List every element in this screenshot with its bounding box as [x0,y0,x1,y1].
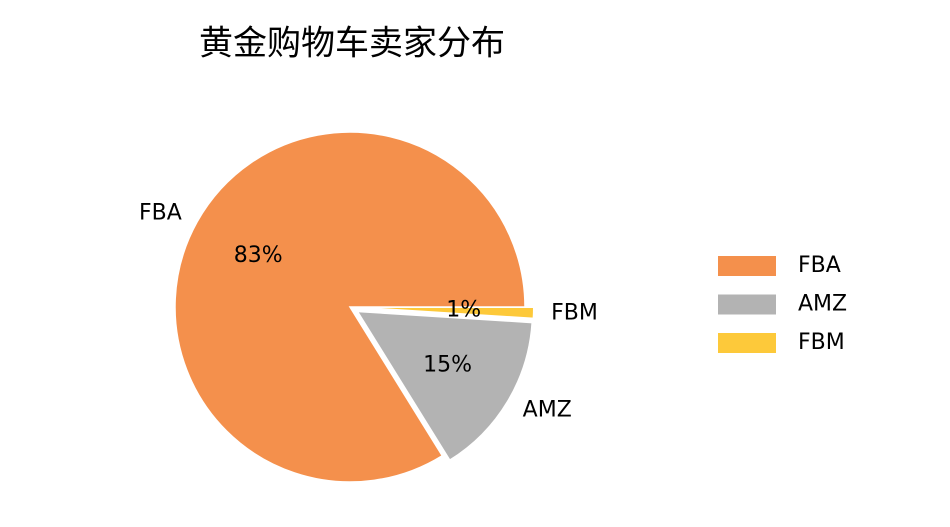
percent-label: 1% [446,298,481,323]
pie-wedge [174,131,526,483]
percent-label: 15% [423,352,472,377]
legend-label: AMZ [798,292,847,317]
legend-label: FBM [798,330,845,355]
legend-swatch [718,294,776,315]
legend-swatch [718,256,776,276]
pie-wedge [356,310,533,462]
legend-label: FBA [798,253,841,278]
pie-wedge [358,306,535,320]
category-label: AMZ [523,397,572,422]
category-label: FBM [551,300,598,325]
chart-title: 黄金购物车卖家分布 [199,24,505,64]
category-label: FBA [139,200,182,225]
percent-label: 83% [234,243,283,268]
legend-swatch [718,333,776,353]
